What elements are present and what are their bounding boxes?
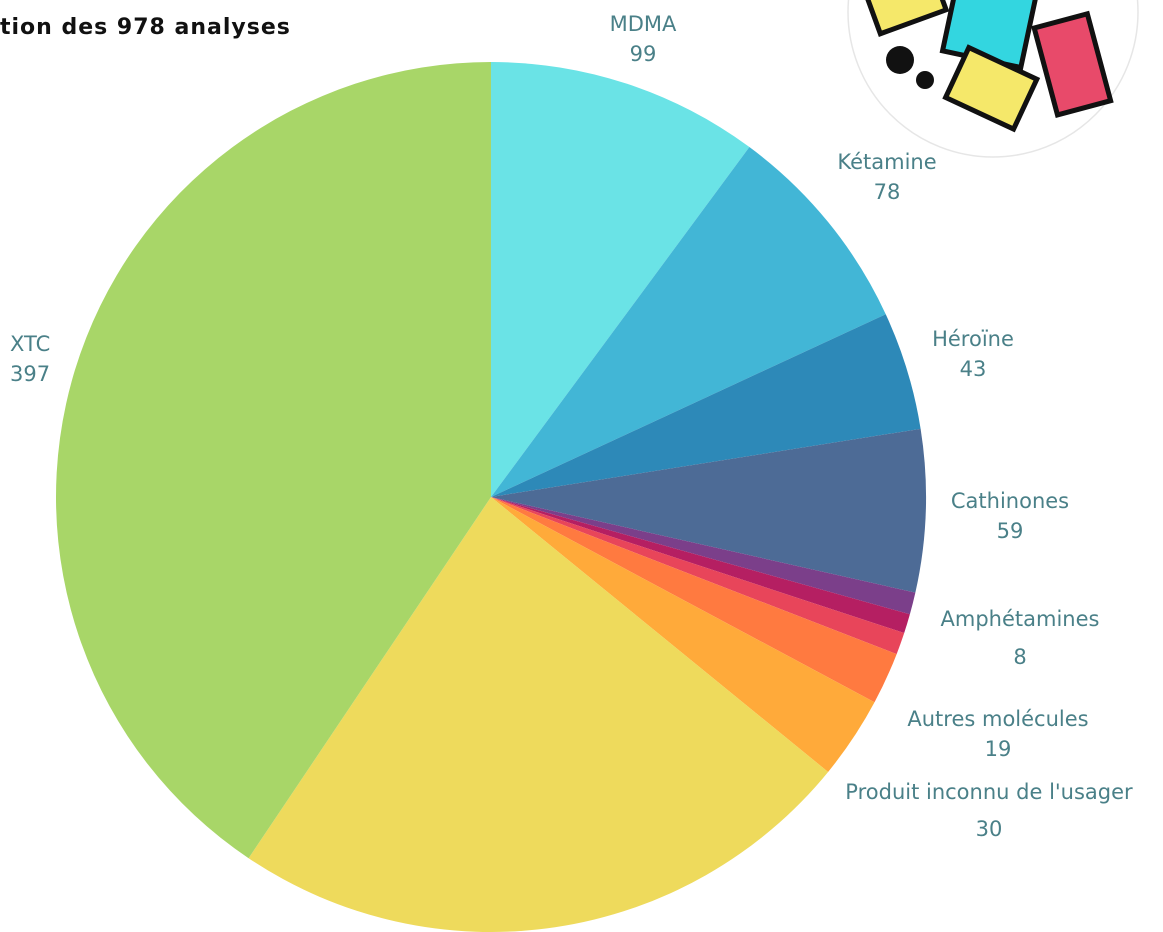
slice-label: Produit inconnu de l'usager	[845, 780, 1133, 804]
slice-value: 78	[874, 180, 901, 204]
slice-value: 8	[1013, 645, 1026, 669]
slice-value: 19	[985, 737, 1012, 761]
slice-value: 59	[997, 519, 1024, 543]
slice-value: 43	[960, 357, 987, 381]
pie-slice	[491, 497, 875, 772]
slice-value: 397	[10, 362, 50, 386]
pie-slice	[491, 497, 916, 615]
slice-label: Kétamine	[837, 150, 936, 174]
pie-slice	[491, 497, 897, 703]
pie-slice	[248, 497, 829, 932]
pie-slice	[491, 314, 921, 497]
slice-label: MDMA	[610, 12, 677, 36]
pie-slice	[491, 497, 905, 655]
slice-label: Cathinones	[951, 489, 1069, 513]
slice-value: 30	[976, 817, 1003, 841]
chart-title: tion des 978 analyses	[0, 15, 291, 40]
slice-value: 99	[630, 42, 657, 66]
slice-label: Autres molécules	[907, 707, 1088, 731]
slice-label: XTC	[10, 332, 50, 356]
pie-slice	[491, 428, 926, 593]
pie-slice	[491, 147, 886, 497]
pie-slice	[491, 62, 750, 497]
pie-slice	[56, 62, 492, 859]
logo	[847, 0, 1139, 158]
slice-label: Amphétamines	[941, 607, 1100, 631]
slice-label: Héroïne	[932, 327, 1014, 351]
pie-slice	[491, 497, 910, 634]
